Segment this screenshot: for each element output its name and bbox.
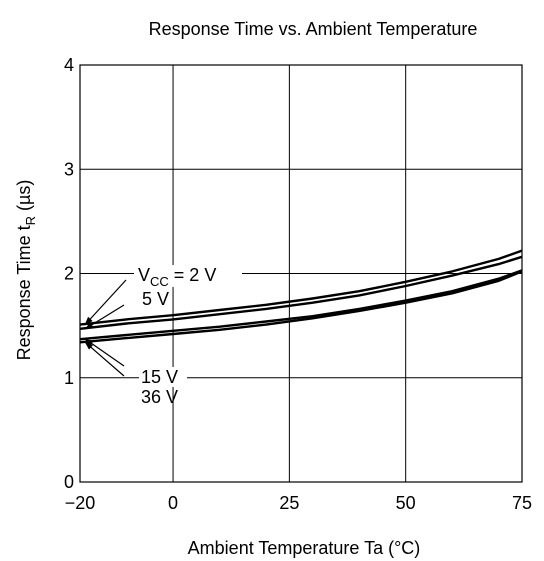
x-tick-label: 75 [512, 493, 532, 513]
y-axis-label: Response Time tR (µs) [14, 180, 38, 361]
series-label-2v-bg [134, 265, 242, 287]
leader-line-2v [84, 279, 127, 326]
x-tick-label: −20 [65, 493, 96, 513]
y-tick-label: 2 [64, 264, 74, 284]
series-label-2v-rest: = 2 V [169, 265, 217, 285]
series-label-5v: 5 V [142, 289, 169, 309]
plot-frame [79, 64, 523, 483]
y-axis-label-subscript: R [23, 216, 38, 225]
y-axis-label-main: Response Time t [14, 225, 34, 360]
series-label-15v-bg [139, 367, 187, 387]
series-annotations: VCC = 2 V5 V 15 V36 V [84, 265, 242, 407]
y-tick-label: 0 [64, 472, 74, 492]
leader-line-5v [84, 304, 125, 330]
x-tick-label: 50 [396, 493, 416, 513]
y-axis-label-unit: (µs) [14, 180, 34, 216]
series-line-2 [79, 269, 523, 341]
series-line-3 [79, 270, 523, 344]
series-line-0 [79, 249, 523, 326]
x-axis-label: Ambient Temperature Ta (°C) [188, 538, 421, 558]
y-tick-label: 4 [64, 55, 74, 75]
series-line-1 [79, 255, 523, 330]
series-label-36v: 36 V [141, 387, 178, 407]
chart-title: Response Time vs. Ambient Temperature [149, 19, 478, 39]
y-tick-label: 3 [64, 159, 74, 179]
series-label-2v-sub: CC [150, 274, 169, 289]
x-tick-label: 25 [279, 493, 299, 513]
series-label-15v: 15 V [141, 367, 178, 387]
series-group [79, 249, 523, 344]
x-tick-label: 0 [168, 493, 178, 513]
leader-line-36v [84, 341, 125, 377]
series-label-2v-v: V [138, 265, 150, 285]
series-label-2v: VCC = 2 V [138, 265, 216, 289]
y-tick-label: 1 [64, 368, 74, 388]
leader-line-15v [84, 338, 125, 367]
